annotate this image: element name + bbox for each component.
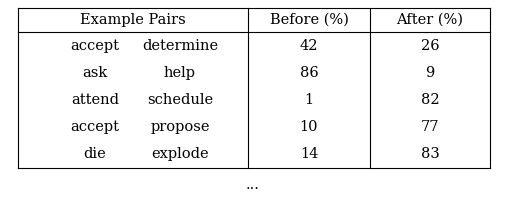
- Text: 83: 83: [420, 147, 438, 161]
- Text: 82: 82: [420, 93, 438, 107]
- Text: 9: 9: [425, 66, 434, 80]
- Text: Before (%): Before (%): [269, 13, 348, 27]
- Text: determine: determine: [142, 39, 218, 53]
- Text: accept: accept: [70, 120, 119, 134]
- Text: 14: 14: [299, 147, 318, 161]
- Text: schedule: schedule: [146, 93, 213, 107]
- Text: explode: explode: [151, 147, 209, 161]
- Text: propose: propose: [150, 120, 210, 134]
- Text: die: die: [83, 147, 106, 161]
- Text: 86: 86: [299, 66, 318, 80]
- Text: 77: 77: [420, 120, 438, 134]
- Text: attend: attend: [71, 93, 119, 107]
- Text: 42: 42: [299, 39, 318, 53]
- Text: 10: 10: [299, 120, 318, 134]
- Text: 1: 1: [304, 93, 313, 107]
- Text: After (%): After (%): [396, 13, 463, 27]
- Text: ask: ask: [82, 66, 108, 80]
- Text: ...: ...: [245, 178, 260, 192]
- Text: Example Pairs: Example Pairs: [80, 13, 185, 27]
- Text: accept: accept: [70, 39, 119, 53]
- Text: help: help: [164, 66, 195, 80]
- Text: 26: 26: [420, 39, 438, 53]
